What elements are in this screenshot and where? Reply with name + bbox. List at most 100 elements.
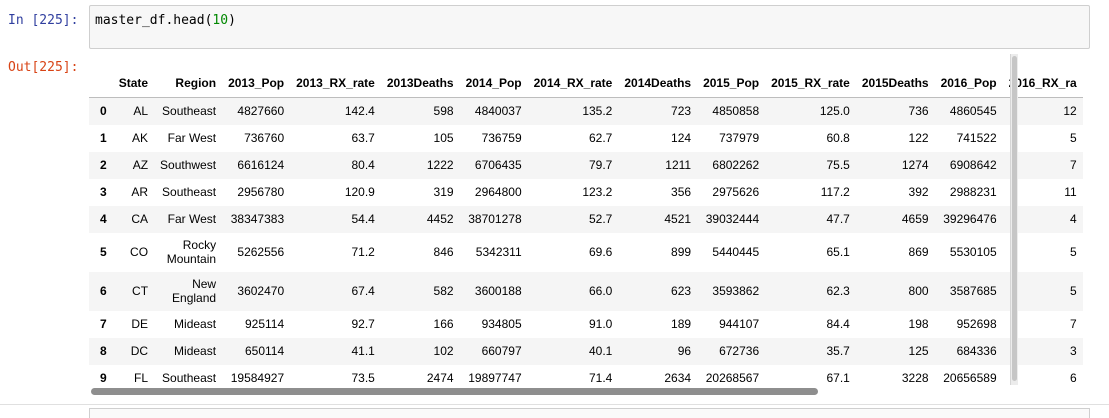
table-cell: 11 — [1064, 185, 1077, 199]
table-cell: 2988231 — [949, 185, 997, 199]
row-index: 5 — [100, 245, 107, 259]
row-index: 7 — [100, 317, 107, 331]
table-row: 7 DE Mideast 925114 92.7 166 934805 91.0 189 9441… — [89, 311, 1083, 338]
table-cell: 122 — [908, 131, 929, 145]
table-cell: 6616124 — [237, 158, 285, 172]
table-cell: 4659 — [901, 212, 929, 226]
table-cell: 135.2 — [582, 104, 613, 119]
table-cell: 3228 — [901, 371, 929, 385]
table-cell: Southeast — [162, 104, 217, 119]
row-index: 4 — [100, 212, 107, 226]
table-cell: 5 — [1070, 245, 1077, 259]
column-header: State — [112, 69, 155, 98]
table-cell: 952698 — [956, 317, 997, 331]
header-row: State Region 2013_Pop 2013_RX_rate 2013Death… — [89, 69, 1083, 98]
vertical-scrollbar-thumb[interactable] — [1012, 56, 1017, 381]
cell-divider — [0, 404, 1109, 405]
table-cell: 2474 — [426, 371, 454, 385]
table-cell: 737979 — [719, 131, 760, 145]
horizontal-scrollbar[interactable] — [89, 386, 1089, 396]
table-cell: 91.0 — [589, 317, 613, 331]
table-cell: 582 — [433, 284, 454, 298]
table-cell: 4521 — [664, 212, 692, 226]
table-cell: 69.6 — [589, 245, 613, 259]
table-cell: 47.7 — [826, 212, 850, 226]
table-cell: 39032444 — [705, 212, 760, 226]
table-cell: 65.1 — [826, 245, 850, 259]
table-cell: 6 — [1070, 371, 1077, 385]
table-cell: 66.0 — [589, 284, 613, 298]
column-header: 2016_Pop — [934, 69, 1003, 98]
table-cell: CO — [130, 245, 149, 259]
table-cell: 63.7 — [351, 131, 375, 145]
table-cell: 125 — [908, 344, 929, 358]
table-cell: DC — [130, 344, 149, 358]
table-cell: Far West — [167, 131, 217, 145]
table-cell: 4827660 — [237, 104, 285, 119]
table-cell: 2964800 — [474, 185, 522, 199]
code-close: ) — [228, 13, 236, 28]
table-cell: 124 — [671, 131, 692, 145]
dataframe-viewport: State Region 2013_Pop 2013_RX_rate 2013Death… — [89, 69, 1089, 385]
code-arg: 10 — [212, 13, 229, 28]
table-cell: 660797 — [481, 344, 522, 358]
table-row: 1 AK Far West 736760 63.7 105 736759 62.7 124 737… — [89, 125, 1083, 152]
table-cell: 92.7 — [351, 317, 375, 331]
table-cell: 4860545 — [949, 104, 997, 119]
row-index: 6 — [100, 284, 107, 298]
table-cell: 62.3 — [826, 284, 850, 298]
table-cell: 1211 — [665, 158, 692, 172]
table-cell: 6706435 — [474, 158, 522, 172]
row-index: 0 — [100, 104, 107, 119]
table-cell: 35.7 — [826, 344, 850, 358]
table-row: 3 AR Southeast 2956780 120.9 319 2964800 123.2 3… — [89, 179, 1083, 206]
table-cell: 4850858 — [712, 104, 760, 119]
table-cell: 944107 — [719, 317, 760, 331]
table-row: 5 CO Rocky Mountain 5262556 71.2 846 5342311 69.… — [89, 233, 1083, 272]
row-index: 8 — [100, 344, 107, 358]
table-cell: 5342311 — [475, 245, 522, 259]
table-cell: 3600188 — [474, 284, 522, 298]
table-cell: 2975626 — [712, 185, 760, 199]
table-cell: 6908642 — [949, 158, 997, 172]
table-cell: Southwest — [160, 158, 217, 172]
vertical-scrollbar[interactable] — [1010, 54, 1018, 385]
table-row: 0 AL Southeast 4827660 142.4 598 4840037 135.2 7… — [89, 97, 1083, 125]
table-cell: 19584927 — [230, 371, 285, 385]
table-cell: 3587685 — [949, 284, 997, 298]
table-cell: 736 — [908, 104, 929, 119]
table-cell: 736759 — [481, 131, 522, 145]
column-header: 2013_RX_rate — [290, 69, 381, 98]
table-cell: 3593862 — [712, 284, 760, 298]
table-cell: 123.2 — [582, 185, 613, 199]
column-header: 2015Deaths — [855, 69, 935, 98]
table-cell: 80.4 — [351, 158, 375, 172]
table-cell: 12 — [1063, 104, 1077, 119]
table-cell: 741522 — [956, 131, 997, 145]
next-input-cell[interactable] — [89, 408, 1090, 418]
table-cell: 2634 — [664, 371, 692, 385]
table-cell: CT — [132, 284, 149, 298]
output-area: State Region 2013_Pop 2013_RX_rate 2013Death… — [89, 55, 1089, 396]
table-cell: 38701278 — [468, 212, 522, 226]
table-cell: 102 — [433, 344, 454, 358]
table-cell: 117.2 — [820, 185, 850, 199]
table-cell: 84.4 — [826, 317, 850, 331]
column-header: 2013_Pop — [222, 69, 291, 98]
table-cell: 71.4 — [589, 371, 613, 385]
table-cell: 598 — [433, 104, 454, 119]
horizontal-scrollbar-thumb[interactable] — [91, 388, 818, 395]
table-cell: 142.4 — [344, 104, 375, 119]
row-index: 3 — [100, 185, 107, 199]
table-header: State Region 2013_Pop 2013_RX_rate 2013Death… — [89, 69, 1083, 98]
table-cell: 39296476 — [943, 212, 997, 226]
row-index: 2 — [100, 158, 107, 172]
table-cell: 723 — [671, 104, 692, 119]
table-cell: 4840037 — [474, 104, 522, 119]
code-input-cell[interactable]: master_df.head(10) — [89, 5, 1090, 49]
table-cell: 684336 — [956, 344, 997, 358]
table-cell: 96 — [677, 344, 692, 358]
table-row: 4 CA Far West 38347383 54.4 4452 38701278 52.7 4… — [89, 205, 1083, 233]
table-cell: 6802262 — [712, 158, 760, 172]
code-line: master_df.head(10) — [95, 13, 236, 28]
